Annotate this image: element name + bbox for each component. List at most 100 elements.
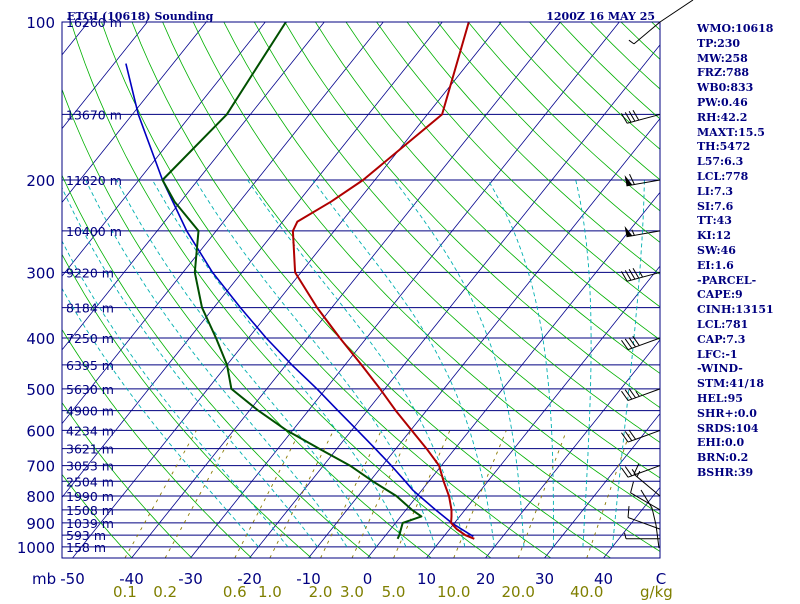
wind-barb xyxy=(621,466,660,478)
sounding-index-item: BSHR:39 xyxy=(697,466,800,481)
dry-adiabat-line xyxy=(163,22,671,558)
pressure-tick-label: 100 xyxy=(26,14,55,32)
mixing-ratio-label: 40.0 xyxy=(570,583,603,600)
sounding-index-item: PW:0.46 xyxy=(697,96,800,111)
pressure-tick-label: 200 xyxy=(26,172,55,190)
sounding-index-item: HEL:95 xyxy=(697,392,800,407)
sounding-index-item: CINH:13151 xyxy=(697,303,800,318)
moist-adiabat-line xyxy=(576,180,591,547)
height-label: 4234 m xyxy=(66,423,114,438)
sounding-index-item: RH:42.2 xyxy=(697,111,800,126)
height-label: 2504 m xyxy=(66,474,114,489)
isotherm-line xyxy=(0,22,29,558)
sounding-index-item: L57:6.3 xyxy=(697,155,800,170)
dewpoint-trace xyxy=(163,22,422,539)
sounding-index-item: STM:41/18 xyxy=(697,377,800,392)
sounding-index-item: CAP:7.3 xyxy=(697,333,800,348)
isotherm-line xyxy=(73,22,502,558)
sounding-index-item: TT:43 xyxy=(697,214,800,229)
mixing-ratio-label: 10.0 xyxy=(437,583,470,600)
temperature-tick-label: 20 xyxy=(476,570,495,588)
moist-adiabat-line xyxy=(86,180,347,547)
height-label: 10400 m xyxy=(66,224,122,239)
pressure-tick-label: 300 xyxy=(26,264,55,282)
mixing-ratio-line xyxy=(125,430,196,558)
sounding-index-item: TH:5472 xyxy=(697,140,800,155)
temperature-tick-label: -50 xyxy=(60,570,85,588)
pressure-tick-label: 1000 xyxy=(17,539,55,557)
pressure-tick-label: 600 xyxy=(26,422,55,440)
sounding-index-item: LCL:781 xyxy=(697,318,800,333)
plot-frame xyxy=(62,22,660,558)
sounding-index-item: TP:230 xyxy=(697,37,800,52)
moist-adiabat-line xyxy=(152,180,406,547)
dry-adiabat-line xyxy=(0,22,252,558)
sounding-index-item: SHR+:0.0 xyxy=(697,407,800,422)
dry-adiabat-line xyxy=(0,22,311,558)
mixing-ratio-label: 3.0 xyxy=(340,583,364,600)
moist-adiabat-line xyxy=(195,180,435,547)
sounding-index-item: EHI:0.0 xyxy=(697,436,800,451)
sounding-index-item: -WIND- xyxy=(697,362,800,377)
chart-title-left: ETGI (10618) Sounding xyxy=(67,10,214,23)
mixing-ratio-label: 0.2 xyxy=(153,583,177,600)
sounding-index-item: WB0:833 xyxy=(697,81,800,96)
top-wind-staff xyxy=(660,0,693,22)
mixing-ratio-label: 2.0 xyxy=(309,583,333,600)
sounding-index-item: MAXT:15.5 xyxy=(697,126,800,141)
height-label: 7250 m xyxy=(66,331,114,346)
moist-adiabat-line xyxy=(488,180,553,547)
sounding-index-item: FRZ:788 xyxy=(697,66,800,81)
mixing-ratio-line xyxy=(165,430,234,558)
chart-title-right: 1200Z 16 MAY 25 xyxy=(546,10,655,23)
mixing-ratio-line xyxy=(235,430,301,558)
isotherm-line xyxy=(0,22,383,558)
height-label: 13670 m xyxy=(66,107,122,122)
low-level-wind-trace xyxy=(641,490,659,548)
mixing-ratio-label: 20.0 xyxy=(501,583,534,600)
height-label: 3053 m xyxy=(66,459,114,474)
sounding-index-item: CAPE:9 xyxy=(697,288,800,303)
mixing-ratio-label: 1.0 xyxy=(258,583,282,600)
height-label: 3621 m xyxy=(66,442,114,457)
wind-barb xyxy=(621,110,660,123)
wind-barb xyxy=(621,430,660,442)
pressure-tick-label: 400 xyxy=(26,330,55,348)
isotherm-line xyxy=(132,22,561,558)
height-label: 11820 m xyxy=(66,173,122,188)
pressure-tick-label: 800 xyxy=(26,488,55,506)
sounding-index-item: EI:1.6 xyxy=(697,259,800,274)
wind-barb xyxy=(634,464,660,496)
isotherm-line xyxy=(250,22,679,558)
pressure-tick-label: 500 xyxy=(26,381,55,399)
sounding-index-item: LFC:-1 xyxy=(697,348,800,363)
sounding-index-item: BRN:0.2 xyxy=(697,451,800,466)
mixing-ratio-label: 0.1 xyxy=(113,583,137,600)
mixing-ratio-label: 5.0 xyxy=(382,583,406,600)
wind-barb xyxy=(629,22,660,44)
height-label: 5630 m xyxy=(66,382,114,397)
mixing-ratio-line xyxy=(587,430,631,558)
height-label: 158 m xyxy=(66,540,106,555)
wind-barb xyxy=(625,533,661,539)
temperature-tick-label: 0 xyxy=(363,570,373,588)
temperature-tick-label: -30 xyxy=(178,570,203,588)
moist-adiabat-line xyxy=(117,180,377,547)
sounding-index-item: LCL:778 xyxy=(697,170,800,185)
height-label: 9220 m xyxy=(66,265,114,280)
sounding-index-item: -PARCEL- xyxy=(697,274,800,289)
pressure-tick-label: 700 xyxy=(26,458,55,476)
sounding-index-item: SI:7.6 xyxy=(697,200,800,215)
isotherm-line xyxy=(309,22,738,558)
pressure-tick-label: 900 xyxy=(26,515,55,533)
mixing-ratio-label: 0.6 xyxy=(223,583,247,600)
moist-adiabat-line xyxy=(313,180,495,547)
sounding-index-item: SW:46 xyxy=(697,244,800,259)
temperature-trace xyxy=(293,22,474,539)
sounding-index-item: MW:258 xyxy=(697,52,800,67)
temperature-tick-label: 30 xyxy=(535,570,554,588)
sounding-index-item: WMO:10618 xyxy=(697,22,800,37)
